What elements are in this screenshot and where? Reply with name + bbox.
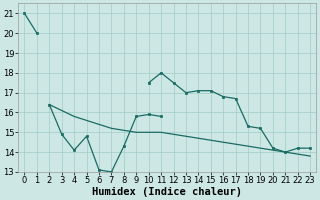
X-axis label: Humidex (Indice chaleur): Humidex (Indice chaleur) bbox=[92, 186, 242, 197]
